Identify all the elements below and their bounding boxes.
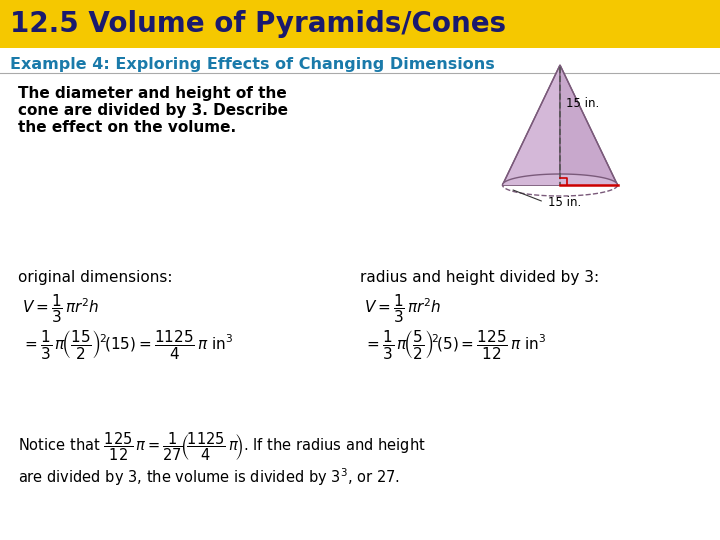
- Text: are divided by 3, the volume is divided by $3^3$, or 27.: are divided by 3, the volume is divided …: [18, 466, 400, 488]
- Polygon shape: [503, 174, 618, 185]
- Text: The diameter and height of the: The diameter and height of the: [18, 86, 287, 101]
- Text: $V = \dfrac{1}{3}\,\pi r^2 h$: $V = \dfrac{1}{3}\,\pi r^2 h$: [22, 292, 99, 325]
- Text: original dimensions:: original dimensions:: [18, 270, 173, 285]
- Polygon shape: [503, 65, 560, 185]
- Text: 12.5 Volume of Pyramids/Cones: 12.5 Volume of Pyramids/Cones: [10, 10, 506, 38]
- Polygon shape: [560, 65, 618, 185]
- Text: 15 in.: 15 in.: [566, 97, 599, 110]
- Text: the effect on the volume.: the effect on the volume.: [18, 120, 236, 135]
- Text: $= \dfrac{1}{3}\,\pi\!\left(\dfrac{5}{2}\right)^{\!2}\!(5) = \dfrac{125}{12}\,\p: $= \dfrac{1}{3}\,\pi\!\left(\dfrac{5}{2}…: [364, 328, 546, 361]
- Text: Notice that $\dfrac{125}{12}\,\pi = \dfrac{1}{27}\!\left(\!\dfrac{1125}{4}\,\pi\: Notice that $\dfrac{125}{12}\,\pi = \dfr…: [18, 430, 426, 463]
- Text: radius and height divided by 3:: radius and height divided by 3:: [360, 270, 599, 285]
- Text: 15 in.: 15 in.: [548, 196, 581, 209]
- Text: Example 4: Exploring Effects of Changing Dimensions: Example 4: Exploring Effects of Changing…: [10, 57, 495, 72]
- Text: $= \dfrac{1}{3}\,\pi\!\left(\dfrac{15}{2}\right)^{\!2}\!(15) = \dfrac{1125}{4}\,: $= \dfrac{1}{3}\,\pi\!\left(\dfrac{15}{2…: [22, 328, 233, 361]
- Text: cone are divided by 3. Describe: cone are divided by 3. Describe: [18, 103, 288, 118]
- Bar: [0, 0, 720, 48]
- Text: $V = \dfrac{1}{3}\,\pi r^2 h$: $V = \dfrac{1}{3}\,\pi r^2 h$: [364, 292, 441, 325]
